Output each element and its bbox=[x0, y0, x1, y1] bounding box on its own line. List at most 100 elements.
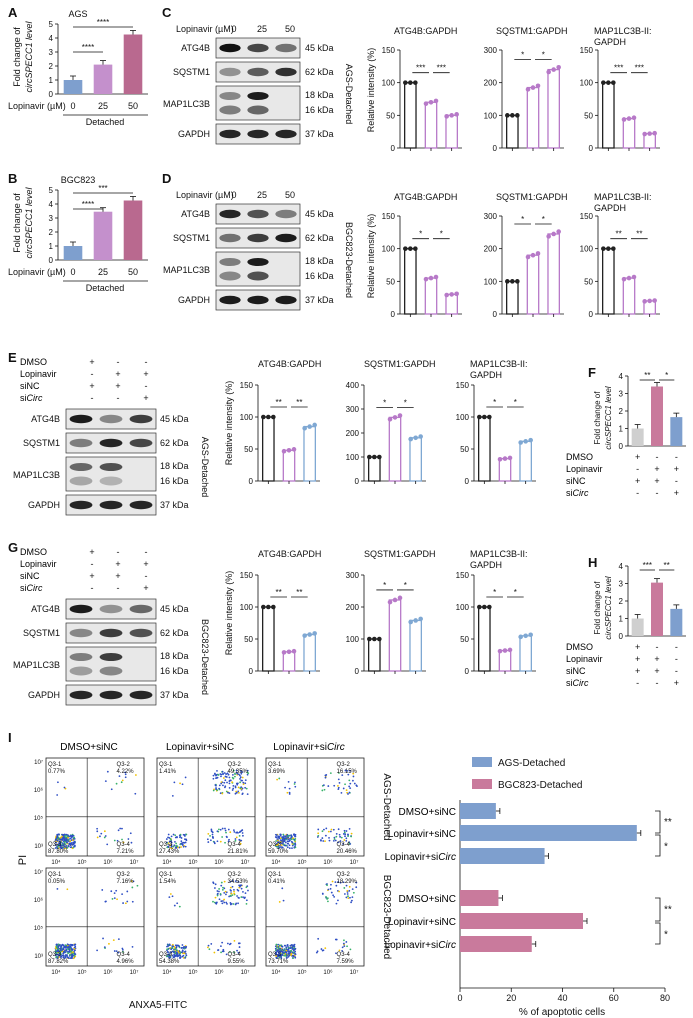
flow-event bbox=[65, 949, 68, 952]
flow-event bbox=[212, 777, 215, 780]
blot-band bbox=[247, 105, 269, 115]
flow-event bbox=[342, 787, 345, 790]
flow-event bbox=[325, 827, 328, 830]
significance-label: * bbox=[542, 51, 545, 60]
flow-event bbox=[284, 951, 287, 954]
flow-event bbox=[279, 834, 282, 837]
treatment-sign: + bbox=[635, 476, 640, 486]
flow-event bbox=[222, 948, 225, 951]
flow-event bbox=[167, 833, 170, 836]
flow-event bbox=[232, 777, 235, 780]
flow-event bbox=[292, 951, 295, 954]
flow-event bbox=[345, 884, 348, 887]
y-axis-label: Fold change of bbox=[12, 27, 22, 87]
flow-event bbox=[221, 941, 224, 944]
blot-side-label: AGS-Detached bbox=[344, 64, 354, 125]
flow-event bbox=[237, 902, 239, 905]
flow-event bbox=[337, 778, 340, 781]
flow-event bbox=[287, 836, 290, 839]
flow-event bbox=[290, 952, 293, 955]
flow-event bbox=[281, 887, 284, 890]
flow-x-tick: 10⁵ bbox=[297, 969, 307, 976]
flow-event bbox=[233, 890, 235, 893]
flow-event bbox=[323, 828, 325, 831]
flow-event bbox=[288, 793, 291, 795]
data-point bbox=[444, 114, 449, 119]
flow-event bbox=[70, 953, 73, 956]
flow-event bbox=[284, 835, 287, 838]
flow-event bbox=[277, 836, 280, 839]
flow-event bbox=[281, 953, 284, 956]
data-point bbox=[606, 246, 611, 251]
data-point bbox=[510, 113, 515, 118]
y-tick-label: 200 bbox=[484, 245, 498, 254]
flow-event bbox=[167, 836, 169, 839]
flow-event bbox=[353, 782, 356, 785]
quadrant-name: Q3-3 bbox=[268, 842, 282, 848]
significance-label: * bbox=[514, 398, 517, 407]
flow-event bbox=[171, 947, 174, 950]
treatment-label: DMSO bbox=[566, 452, 593, 462]
data-point bbox=[621, 117, 627, 122]
flow-event bbox=[345, 837, 348, 840]
flow-event bbox=[63, 946, 65, 949]
legend-label: AGS-Detached bbox=[498, 758, 565, 769]
treatment-label: Lopinavir bbox=[566, 654, 603, 664]
y-tick-label: 50 bbox=[460, 635, 469, 644]
data-point bbox=[631, 274, 637, 280]
flow-event bbox=[292, 949, 295, 952]
blot-band bbox=[99, 604, 123, 614]
subplot-title: MAP1LC3B-II: bbox=[470, 359, 528, 369]
flow-event bbox=[349, 948, 352, 951]
bar bbox=[460, 913, 583, 929]
data-point bbox=[387, 417, 393, 422]
flow-event bbox=[232, 769, 235, 772]
data-point bbox=[525, 254, 531, 260]
y-axis-label: Fold change of bbox=[593, 581, 602, 635]
flow-event bbox=[213, 772, 216, 775]
quadrant-percent: 4.22% bbox=[117, 769, 135, 775]
treatment-label: siNC bbox=[566, 666, 586, 676]
flow-event bbox=[218, 784, 221, 787]
significance-label: ** bbox=[276, 588, 282, 597]
bar bbox=[498, 649, 512, 672]
bar bbox=[282, 449, 296, 482]
flow-event bbox=[170, 843, 173, 846]
flow-event bbox=[343, 945, 346, 948]
flow-event bbox=[167, 953, 170, 956]
kda-label: 16 kDa bbox=[160, 666, 189, 676]
blot-band bbox=[99, 476, 123, 486]
flow-event bbox=[276, 778, 279, 781]
treatment-sign: - bbox=[675, 654, 678, 664]
data-point bbox=[502, 456, 508, 461]
significance-label: ** bbox=[644, 371, 650, 380]
y-tick-label: 300 bbox=[484, 212, 498, 221]
flow-event bbox=[232, 785, 235, 787]
flow-event bbox=[136, 884, 139, 887]
dose-label: 0 bbox=[231, 24, 236, 34]
flow-event bbox=[63, 786, 66, 789]
flow-x-tick: 10⁴ bbox=[271, 859, 281, 866]
x-tick-label: 80 bbox=[660, 993, 670, 1003]
flow-event bbox=[182, 956, 185, 959]
flow-event bbox=[234, 792, 237, 795]
flow-event bbox=[342, 881, 345, 884]
flow-event bbox=[346, 893, 349, 895]
data-point bbox=[556, 64, 561, 70]
flow-event bbox=[167, 846, 170, 849]
flow-event bbox=[59, 840, 62, 843]
blot-row-label: SQSTM1 bbox=[23, 438, 60, 448]
flow-event bbox=[233, 773, 236, 775]
significance-label: ** bbox=[664, 561, 670, 570]
flow-event bbox=[179, 833, 182, 836]
flow-event bbox=[58, 844, 60, 847]
y-tick-label: 100 bbox=[580, 245, 594, 254]
flow-event bbox=[341, 946, 344, 949]
flow-event bbox=[286, 954, 288, 957]
flow-event bbox=[216, 830, 219, 833]
flow-event bbox=[59, 843, 62, 846]
flow-x-tick: 10⁷ bbox=[241, 859, 250, 866]
flow-event bbox=[238, 838, 241, 841]
y-tick-label: 150 bbox=[240, 381, 254, 390]
data-point bbox=[642, 299, 647, 304]
